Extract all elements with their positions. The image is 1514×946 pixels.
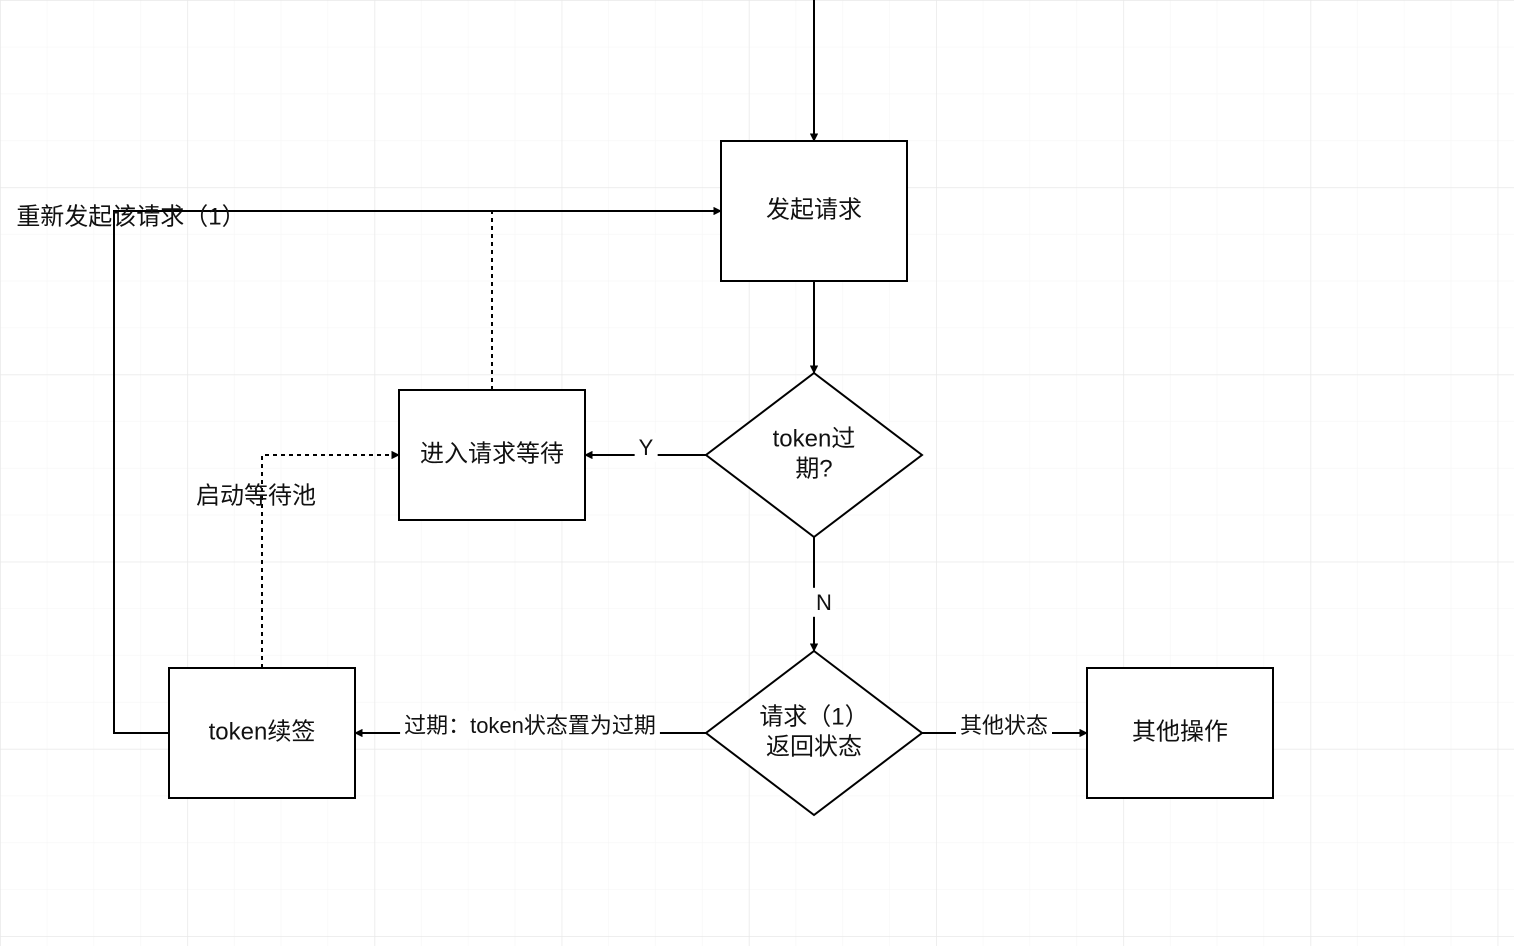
node-return_status-label-1: 返回状态 xyxy=(766,733,862,760)
node-token_renew-label-0: token续签 xyxy=(209,718,316,745)
e_status_to_renew-label: 过期：token状态置为过期 xyxy=(404,713,656,738)
e_expired_N-label: N xyxy=(816,590,832,615)
node-token_expired-label-1: 期? xyxy=(795,455,832,482)
label-retry_label: 重新发起该请求（1） xyxy=(16,203,245,230)
node-start_request-label-0: 发起请求 xyxy=(766,196,862,223)
node-return_status-label-0: 请求（1） xyxy=(759,703,868,730)
node-token_expired-label-0: token过 xyxy=(773,425,856,452)
e_status_to_other-label: 其他状态 xyxy=(960,713,1048,738)
node-other_op-label-0: 其他操作 xyxy=(1132,718,1228,745)
e_expired_Y-label: Y xyxy=(639,435,654,460)
flowchart-canvas: Y N 过期：token状态置为过期 其他状态 发起请求 token过期? 进入请求等待请求… xyxy=(0,0,1514,946)
label-pool_label: 启动等待池 xyxy=(196,482,316,509)
node-enter_wait-label-0: 进入请求等待 xyxy=(420,440,564,467)
